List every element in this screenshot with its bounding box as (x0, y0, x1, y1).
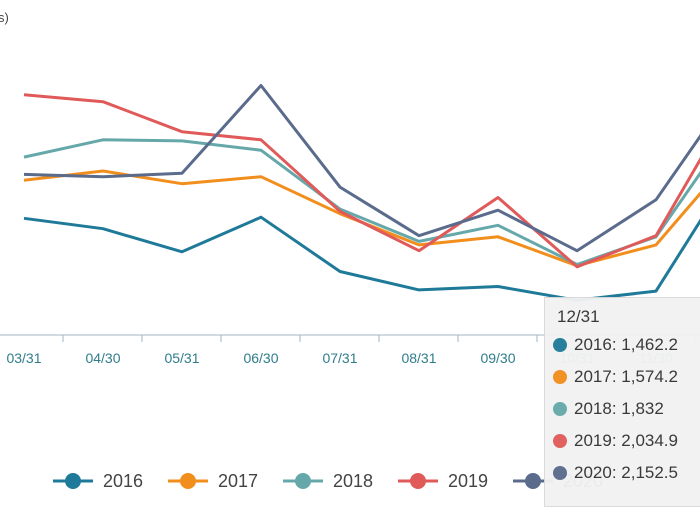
legend-item-2019[interactable]: 2019 (398, 471, 488, 491)
legend-item-2018[interactable]: 2018 (283, 471, 373, 491)
tooltip-dot (553, 434, 567, 448)
tooltip-value: 2016: 1,462.2 (574, 335, 678, 354)
legend-item-2016[interactable]: 2016 (53, 471, 143, 491)
x-tick-label: 04/30 (85, 350, 120, 366)
legend-marker (295, 473, 311, 489)
legend-label: 2019 (448, 471, 488, 491)
tooltip-dot (553, 338, 567, 352)
tooltip-dot (553, 370, 567, 384)
tooltip-value: 2017: 1,574.2 (574, 367, 678, 386)
legend-marker (65, 473, 81, 489)
x-tick-label: 05/31 (164, 350, 199, 366)
y-unit-label: s) (0, 10, 9, 25)
series-line-2016[interactable] (23, 166, 700, 302)
x-tick-label: 03/31 (6, 350, 41, 366)
legend-marker (525, 473, 541, 489)
legend-marker (410, 473, 426, 489)
x-tick-label: 06/30 (243, 350, 278, 366)
x-tick-label: 09/30 (480, 350, 515, 366)
tooltip-value: 2019: 2,034.9 (574, 431, 678, 450)
tooltip-title: 12/31 (557, 307, 600, 326)
legend: 20162017201820192020 (53, 471, 603, 491)
tooltip-row: 2016: 1,462.2 (553, 332, 678, 358)
legend-label: 2016 (103, 471, 143, 491)
tooltip-row: 2017: 1,574.2 (553, 364, 678, 390)
legend-marker (180, 473, 196, 489)
legend-label: 2017 (218, 471, 258, 491)
series-line-2019[interactable] (23, 93, 700, 269)
x-tick-label: 07/31 (322, 350, 357, 366)
series-line-2017[interactable] (23, 153, 700, 268)
tooltip-row: 2020: 2,152.5 (553, 460, 678, 486)
tooltip-row: 2019: 2,034.9 (553, 428, 678, 454)
tooltip-row: 2018: 1,832 (553, 396, 664, 422)
x-tick-label: 08/31 (401, 350, 436, 366)
tooltip-value: 2018: 1,832 (574, 399, 664, 418)
series-line-2020[interactable] (23, 84, 700, 253)
data-tooltip: 12/31 2016: 1,462.2 2017: 1,574.2 2018: 1,… (544, 297, 700, 507)
legend-item-2017[interactable]: 2017 (168, 471, 258, 491)
tooltip-dot (553, 402, 567, 416)
series-line-2018[interactable] (23, 123, 700, 266)
legend-label: 2018 (333, 471, 373, 491)
tooltip-dot (553, 466, 567, 480)
tooltip-value: 2020: 2,152.5 (574, 463, 678, 482)
series-lines (23, 84, 700, 302)
